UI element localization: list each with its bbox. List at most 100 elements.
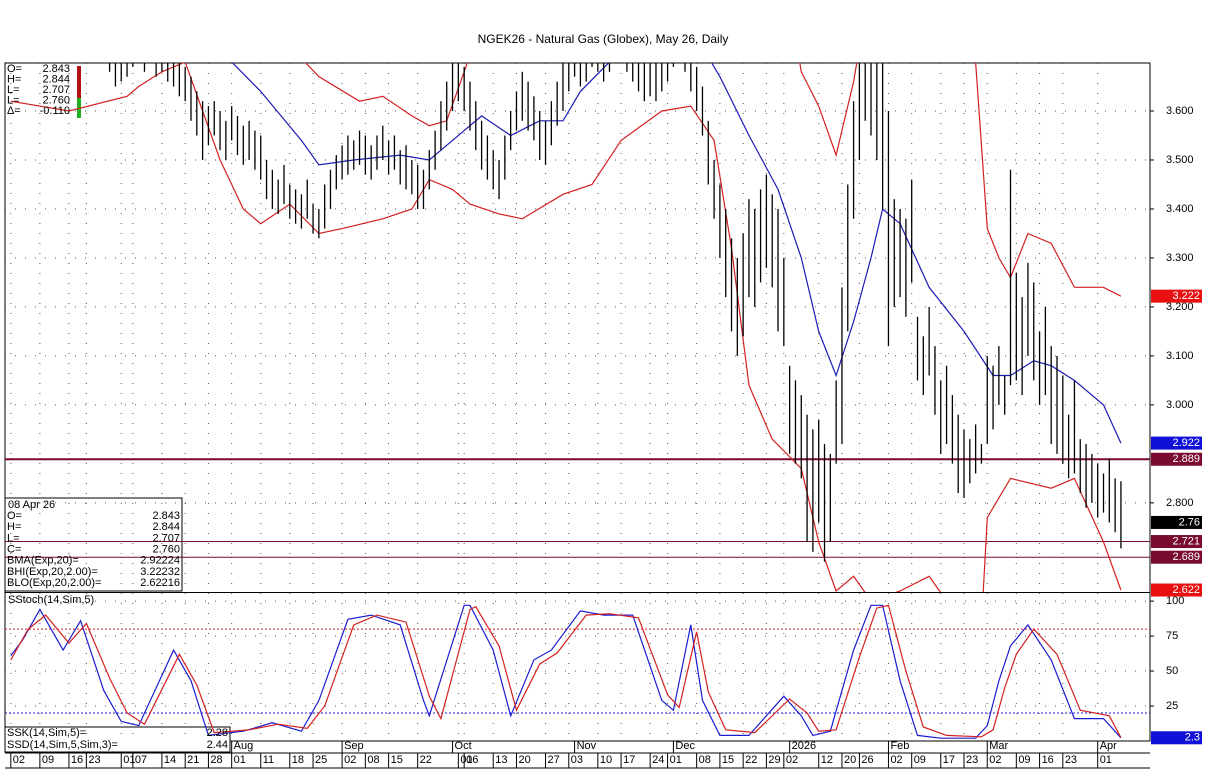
month-label: Feb [890, 740, 909, 752]
legend-value: 2.28 [207, 727, 228, 739]
info-label: L= [7, 532, 20, 544]
month-label: 2026 [792, 740, 816, 752]
price-tag-label: 3.222 [1172, 290, 1200, 302]
info-value: 2.707 [152, 532, 180, 544]
info-value: 2.844 [152, 521, 180, 533]
price-tag [1151, 535, 1202, 549]
x-tick-label: 06 [466, 754, 478, 766]
x-tick-label: 22 [420, 754, 432, 766]
y-tick-label: 3.200 [1166, 301, 1194, 313]
x-tick-label: 08 [367, 754, 379, 766]
x-tick-label: 01 [123, 754, 135, 766]
x-tick-label: 29 [768, 754, 780, 766]
chart-title: NGEK26 - Natural Gas (Globex), May 26, D… [478, 32, 729, 46]
x-tick-label: 17 [623, 754, 635, 766]
stoch-line [10, 604, 1122, 738]
info-label: Δ= [7, 105, 21, 117]
price-tag-label: 2.922 [1172, 437, 1200, 449]
x-tick-label: 01 [670, 754, 682, 766]
y-tick-label: 3.000 [1166, 399, 1194, 411]
x-tick-label: 08 [699, 754, 711, 766]
legend-label: SSD(14,Sim,5,Sim,3)= [7, 739, 118, 751]
y-tick-label: 3.600 [1166, 105, 1194, 117]
info-value: 2.760 [42, 94, 70, 106]
legend-label: SSK(14,Sim,5)= [7, 727, 86, 739]
legend-box [4, 726, 231, 753]
y-tick-label: 50 [1166, 665, 1178, 677]
y-tick-label: 2.800 [1166, 497, 1194, 509]
x-tick-label: 21 [187, 754, 199, 766]
month-label: Nov [577, 740, 597, 752]
x-tick-label: 16 [1042, 754, 1054, 766]
x-tick-label: 09 [1018, 754, 1030, 766]
x-tick-label: 12 [821, 754, 833, 766]
price-tag-label: 2.689 [1172, 551, 1200, 563]
month-label: Oct [455, 740, 472, 752]
x-tick-label: 02 [13, 754, 25, 766]
x-tick-label: 23 [88, 754, 100, 766]
y-tick-label: 3.300 [1166, 252, 1194, 264]
info-label: BHI(Exp,20,2.00)= [7, 566, 98, 578]
price-panel [5, 63, 1150, 592]
panel-title: SStoch(14,Sim,5) [8, 594, 94, 606]
info-label: O= [7, 510, 22, 522]
info-label: BMA(Exp,20)= [7, 555, 79, 567]
y-tick-label: 3.500 [1166, 154, 1194, 166]
price-tag-label: 2.76 [1179, 516, 1200, 528]
x-tick-label: 27 [548, 754, 560, 766]
x-tick-label: 26 [861, 754, 873, 766]
info-box [4, 497, 183, 592]
x-tick-label: 25 [315, 754, 327, 766]
price-tag [1151, 550, 1202, 564]
info-label: BLO(Exp,20,2.00)= [7, 577, 101, 589]
info-value: 2.843 [42, 63, 70, 75]
x-tick-label: 22 [745, 754, 757, 766]
price-tag [1151, 436, 1202, 450]
x-tick-label: 02 [989, 754, 1001, 766]
x-tick-label: 07 [135, 754, 147, 766]
y-tick-label: 25 [1166, 700, 1178, 712]
info-date: 08 Apr 26 [8, 499, 55, 511]
month-label: Sep [344, 740, 364, 752]
x-tick-label: 13 [495, 754, 507, 766]
month-label: Aug [234, 740, 254, 752]
x-tick-label: 24 [652, 754, 664, 766]
x-tick-label: 01 [234, 754, 246, 766]
info-label: L= [7, 84, 20, 96]
x-tick-label: 16 [71, 754, 83, 766]
x-tick-label: 03 [571, 754, 583, 766]
x-tick-label: 18 [292, 754, 304, 766]
legend-value: 2.44 [207, 739, 228, 751]
info-label: L= [7, 94, 20, 106]
x-tick-label: 15 [722, 754, 734, 766]
price-tag [1151, 731, 1202, 745]
x-tick-label: 23 [1065, 754, 1077, 766]
info-value: -0.110 [40, 105, 70, 117]
x-tick-label: 28 [210, 754, 222, 766]
month-label: Mar [989, 740, 1008, 752]
x-tick-label: 15 [391, 754, 403, 766]
band-line [231, 63, 1122, 444]
stoch-line [10, 604, 1122, 739]
info-value: 2.844 [42, 73, 70, 85]
x-tick-label: 20 [518, 754, 530, 766]
band-line [10, 63, 1122, 592]
y-tick-label: 3.100 [1166, 350, 1194, 362]
price-tag-label: 2.889 [1172, 453, 1200, 465]
x-tick-label: 20 [844, 754, 856, 766]
x-tick-label: 09 [914, 754, 926, 766]
info-label: H= [7, 521, 21, 533]
x-tick-label: 09 [42, 754, 54, 766]
info-value: 2.92224 [140, 555, 180, 567]
info-value: 2.707 [42, 84, 70, 96]
price-tag-label: 2.622 [1172, 584, 1200, 596]
price-tag [1151, 583, 1202, 597]
info-label: H= [7, 73, 21, 85]
x-tick-label: 14 [164, 754, 176, 766]
y-tick-label: 3.400 [1166, 203, 1194, 215]
plot-frame [4, 62, 1151, 742]
y-tick-label: 100 [1166, 595, 1184, 607]
month-label: Apr [1100, 740, 1117, 752]
